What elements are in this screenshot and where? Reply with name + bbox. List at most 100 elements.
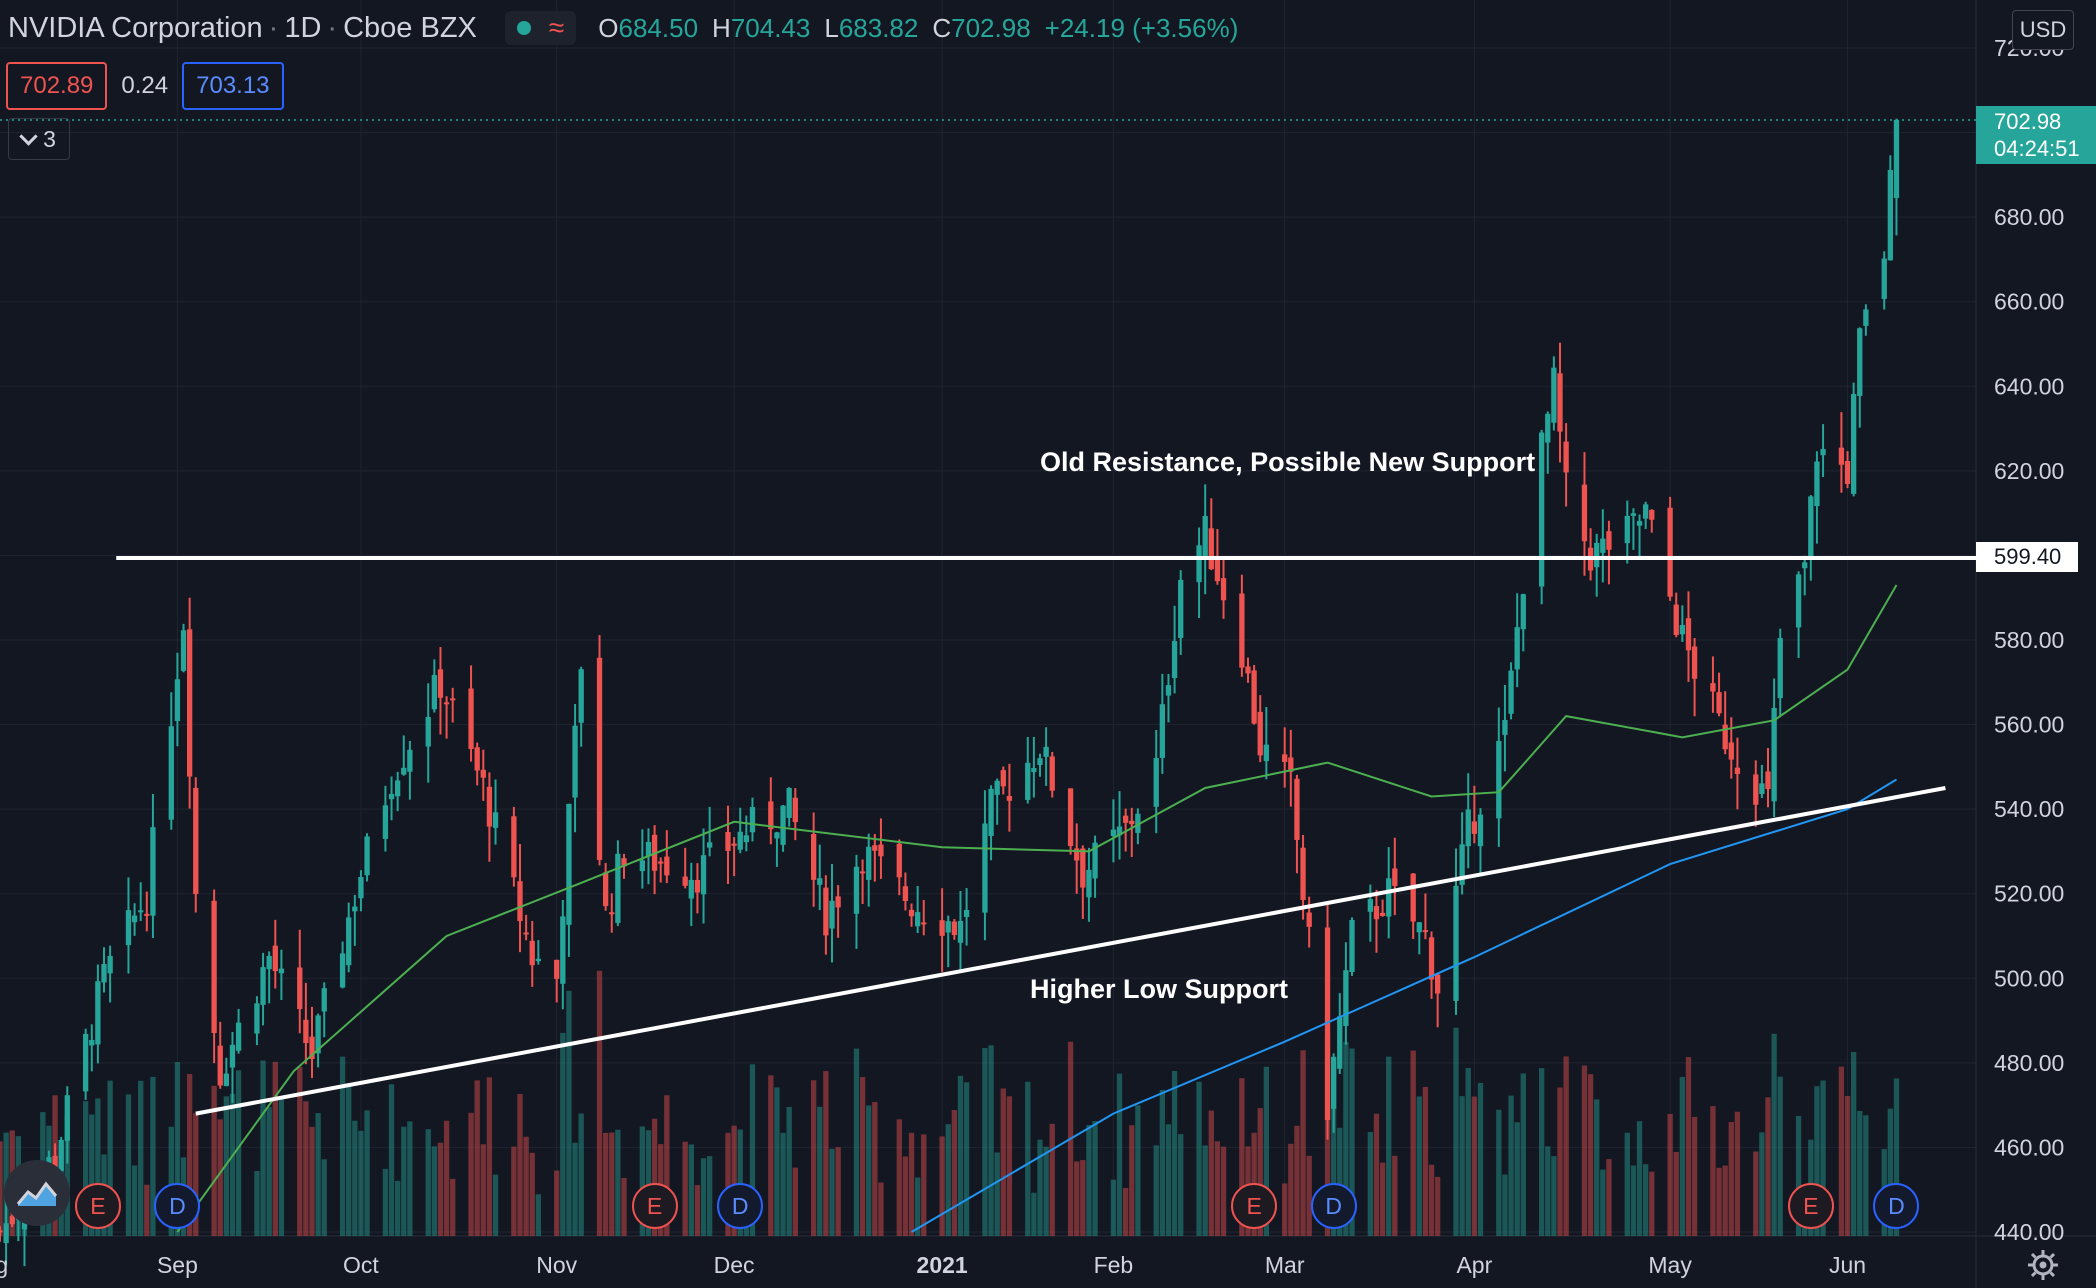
settings-gear-icon[interactable] [2026,1248,2060,1282]
candle [1673,592,1679,638]
volume-bar [1373,1113,1380,1236]
quote-row: 702.89 0.24 703.13 [6,62,284,110]
market-status-pill[interactable]: ≈ [504,11,577,45]
last-price: 702.98 [1994,109,2062,134]
status-dot-icon [516,21,531,35]
candle [1122,808,1129,852]
dividend-marker[interactable]: D [154,1183,201,1229]
candle-body [1759,783,1765,794]
candle-body [1850,394,1857,494]
time-tick-label: 2021 [917,1252,968,1278]
candle-body [810,834,817,880]
support-annotation[interactable]: Higher Low Support [1030,974,1288,1004]
candle [1636,514,1643,558]
candle-body [1606,531,1612,550]
candle-body [1734,767,1741,774]
candle [914,885,921,934]
candle [1753,760,1759,827]
candle-body [1159,704,1166,758]
earnings-marker[interactable]: E [74,1183,121,1229]
candle [810,812,817,907]
volume-bar [1594,1099,1600,1236]
volume-bar [878,1182,884,1236]
candle-body [1196,545,1202,583]
candle-body [1178,579,1184,638]
earnings-marker[interactable]: E [1231,1183,1278,1229]
time-tick-label: Oct [343,1252,379,1278]
symbol-name[interactable]: NVIDIA Corporation [8,11,263,44]
sell-bid-button[interactable]: 702.89 [6,62,108,110]
candle [658,857,664,883]
candle [1434,973,1441,1028]
dividend-marker[interactable]: D [717,1183,764,1229]
candle-body [1716,692,1722,714]
candle [786,787,792,827]
volume-bar [131,1165,138,1236]
candle-body [1043,746,1049,757]
candle [749,797,756,842]
candle [309,1006,315,1079]
candle-body [1416,922,1422,933]
candle [1667,496,1673,601]
volume-bar [297,1066,303,1236]
volume-bar [1074,1161,1080,1236]
candle-body [303,1019,309,1044]
candle-body [144,913,150,916]
currency-button[interactable]: USD [2012,10,2074,50]
candle-body [211,900,217,1034]
volume-bar [82,1101,89,1236]
volume-bar [1753,1151,1759,1236]
candle-body [914,912,921,927]
horizontal-line-price-tag: 599.40 [1976,542,2078,572]
candle [1716,672,1722,717]
candle-body [1006,796,1013,801]
volume-bar [401,1126,407,1236]
tradingview-logo-icon[interactable] [4,1160,70,1226]
ohlc-close: C702.98 [932,12,1031,43]
candle [486,772,493,862]
volume-bar [1477,1083,1484,1236]
candle-body [1844,461,1851,484]
dividend-marker[interactable]: D [1873,1183,1920,1229]
dividend-marker[interactable]: D [1310,1183,1357,1229]
candle [431,659,438,713]
candle [1294,774,1300,874]
volume-bar [1422,1086,1429,1236]
candle [1734,737,1741,810]
buy-ask-button[interactable]: 703.13 [182,62,284,110]
candle [1037,753,1043,777]
candle [1777,628,1783,716]
volume-bar [260,1060,266,1236]
volume-bar [1587,1074,1594,1236]
volume-bar [107,1080,113,1236]
interval-label[interactable]: 1D [284,11,322,44]
candle [529,920,535,987]
header-separator: · [268,11,279,44]
indicators-toggle-button[interactable]: 3 [8,118,70,160]
candle [1220,557,1227,619]
candle [229,1031,236,1103]
volume-bar [235,1070,242,1236]
candle [1722,691,1728,755]
earnings-marker[interactable]: E [631,1183,678,1229]
candle [957,890,964,970]
candle [664,830,670,884]
volume-bar [835,1147,841,1236]
candle [908,903,915,927]
volume-bar [1563,1056,1569,1236]
resistance-annotation[interactable]: Old Resistance, Possible New Support [1040,447,1536,477]
candle [1496,707,1502,847]
candle-body [1722,724,1728,750]
candle-body [388,793,395,800]
candle [700,828,707,924]
candle-body [1324,927,1331,1120]
earnings-marker[interactable]: E [1787,1183,1834,1229]
volume-bar [272,1061,278,1236]
candle-body [1373,906,1380,920]
volume-bar [1557,1087,1563,1236]
volume-bar [1538,1068,1545,1236]
candle [1881,251,1887,310]
volume-bar [1508,1095,1514,1236]
